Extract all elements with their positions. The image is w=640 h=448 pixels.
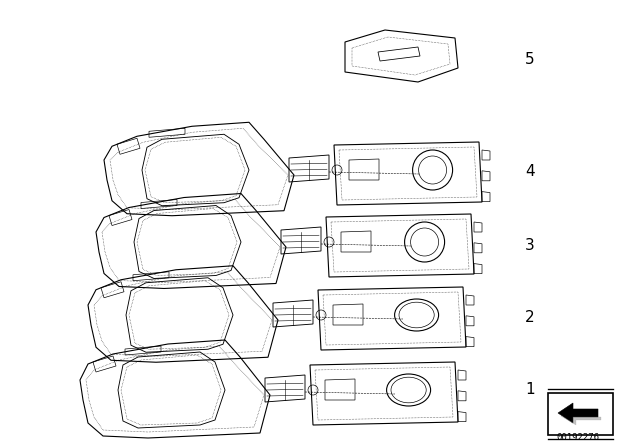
Text: 3: 3 <box>525 237 535 253</box>
Bar <box>548 393 613 435</box>
Text: 5: 5 <box>525 52 535 68</box>
Text: 4: 4 <box>525 164 535 180</box>
Polygon shape <box>561 416 601 425</box>
Text: 00192276: 00192276 <box>557 433 600 442</box>
Text: 2: 2 <box>525 310 535 326</box>
Polygon shape <box>558 403 598 423</box>
Text: 1: 1 <box>525 383 535 397</box>
